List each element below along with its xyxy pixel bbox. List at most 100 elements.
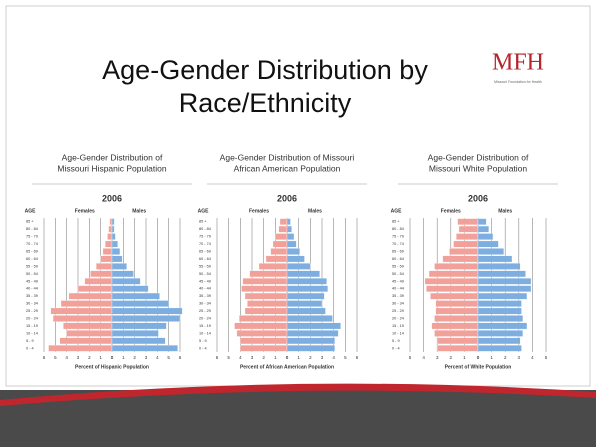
y-tick-label: 70 - 74: [392, 242, 404, 246]
bar: [435, 307, 479, 315]
bar: [430, 292, 479, 300]
bar: [477, 292, 528, 300]
y-tick-label: 45 - 49: [392, 279, 404, 283]
x-tick-label: 3: [77, 355, 80, 360]
bar: [111, 345, 178, 352]
y-tick-label: 35 - 39: [392, 294, 404, 298]
bar: [111, 263, 127, 270]
chart-subtitle: 2006: [277, 193, 297, 203]
x-tick-label: 3: [321, 355, 324, 360]
x-axis-label: Percent of Hispanic Population: [75, 364, 149, 370]
x-tick-label: 0: [286, 355, 289, 360]
bar: [426, 285, 479, 292]
bar: [286, 225, 292, 233]
x-tick-label: 4: [156, 355, 159, 360]
y-tick-label: 25 - 29: [26, 309, 38, 313]
legend-label: Females: [441, 208, 461, 214]
bar: [437, 337, 479, 345]
y-tick-label: 85 +: [199, 220, 207, 224]
bar: [442, 255, 479, 263]
x-tick-label: 5: [54, 355, 57, 360]
y-tick-label: 65 - 69: [26, 250, 38, 254]
x-tick-label: 4: [531, 355, 534, 360]
bar: [109, 218, 113, 225]
bar: [59, 337, 113, 345]
x-tick-label: 1: [297, 355, 300, 360]
y-tick-label: 65 - 69: [199, 250, 211, 254]
bar: [270, 248, 288, 255]
slide-title: Race/Ethnicity: [179, 88, 352, 118]
bar: [63, 322, 113, 330]
y-tick-label: 15 - 19: [26, 324, 38, 328]
x-tick-label: 6: [216, 355, 219, 360]
x-tick-label: 3: [145, 355, 148, 360]
bar: [286, 278, 327, 285]
x-tick-label: 3: [436, 355, 439, 360]
chart-title: Age-Gender Distribution of: [428, 152, 529, 162]
y-tick-label: 50 - 54: [199, 272, 211, 276]
bar: [239, 315, 288, 322]
bar: [286, 240, 297, 248]
bar: [477, 330, 524, 337]
y-tick-label: 75 - 79: [392, 235, 404, 239]
bar: [236, 330, 288, 337]
bar: [286, 248, 300, 255]
bar: [242, 278, 288, 285]
bar: [249, 270, 288, 278]
x-tick-label: 5: [409, 355, 412, 360]
chart-title: Missouri White Population: [429, 163, 528, 173]
x-axis-label: Percent of African American Population: [240, 364, 334, 370]
y-tick-label: 60 - 64: [392, 257, 404, 261]
y-tick-label: 75 - 79: [199, 235, 211, 239]
x-tick-label: 0: [477, 355, 480, 360]
y-tick-label: 0 - 4: [199, 346, 207, 350]
y-tick-label: 85 +: [26, 220, 34, 224]
y-axis-label: AGE: [391, 208, 403, 214]
legend-label: Males: [308, 208, 322, 214]
y-tick-label: 30 - 34: [26, 302, 38, 306]
bar: [286, 322, 341, 330]
bar: [102, 248, 113, 255]
bar: [434, 330, 479, 337]
x-tick-label: 0: [111, 355, 114, 360]
bar: [456, 233, 479, 240]
bar: [240, 337, 288, 345]
y-tick-label: 20 - 24: [26, 317, 38, 321]
y-axis-label: AGE: [25, 208, 37, 214]
bar: [105, 240, 113, 248]
bar: [286, 255, 305, 263]
bar: [477, 248, 504, 255]
x-tick-label: 3: [518, 355, 521, 360]
x-tick-label: 0: [477, 355, 480, 360]
bar: [265, 255, 288, 263]
x-tick-label: 1: [463, 355, 466, 360]
bar: [477, 315, 524, 322]
y-tick-label: 25 - 29: [392, 309, 404, 313]
y-tick-label: 30 - 34: [392, 302, 404, 306]
bar: [434, 263, 479, 270]
y-tick-label: 75 - 79: [26, 235, 38, 239]
bar: [449, 248, 479, 255]
chart-title: Missouri Hispanic Population: [57, 163, 166, 173]
x-tick-label: 3: [251, 355, 254, 360]
bar: [111, 292, 160, 300]
y-tick-label: 80 - 84: [199, 227, 211, 231]
legend-label: Females: [249, 208, 269, 214]
bar: [52, 315, 113, 322]
legend-label: Females: [75, 208, 95, 214]
bar: [244, 292, 288, 300]
bar: [477, 255, 513, 263]
bar: [111, 337, 166, 345]
bar: [275, 233, 288, 240]
bar: [111, 233, 116, 240]
bar: [477, 285, 532, 292]
y-tick-label: 10 - 14: [199, 331, 211, 335]
bar: [247, 300, 288, 307]
bar: [111, 330, 159, 337]
bar: [90, 270, 113, 278]
y-tick-label: 45 - 49: [199, 279, 211, 283]
bar: [111, 307, 183, 315]
bar: [234, 322, 288, 330]
chart-title: Age-Gender Distribution of: [62, 152, 163, 162]
